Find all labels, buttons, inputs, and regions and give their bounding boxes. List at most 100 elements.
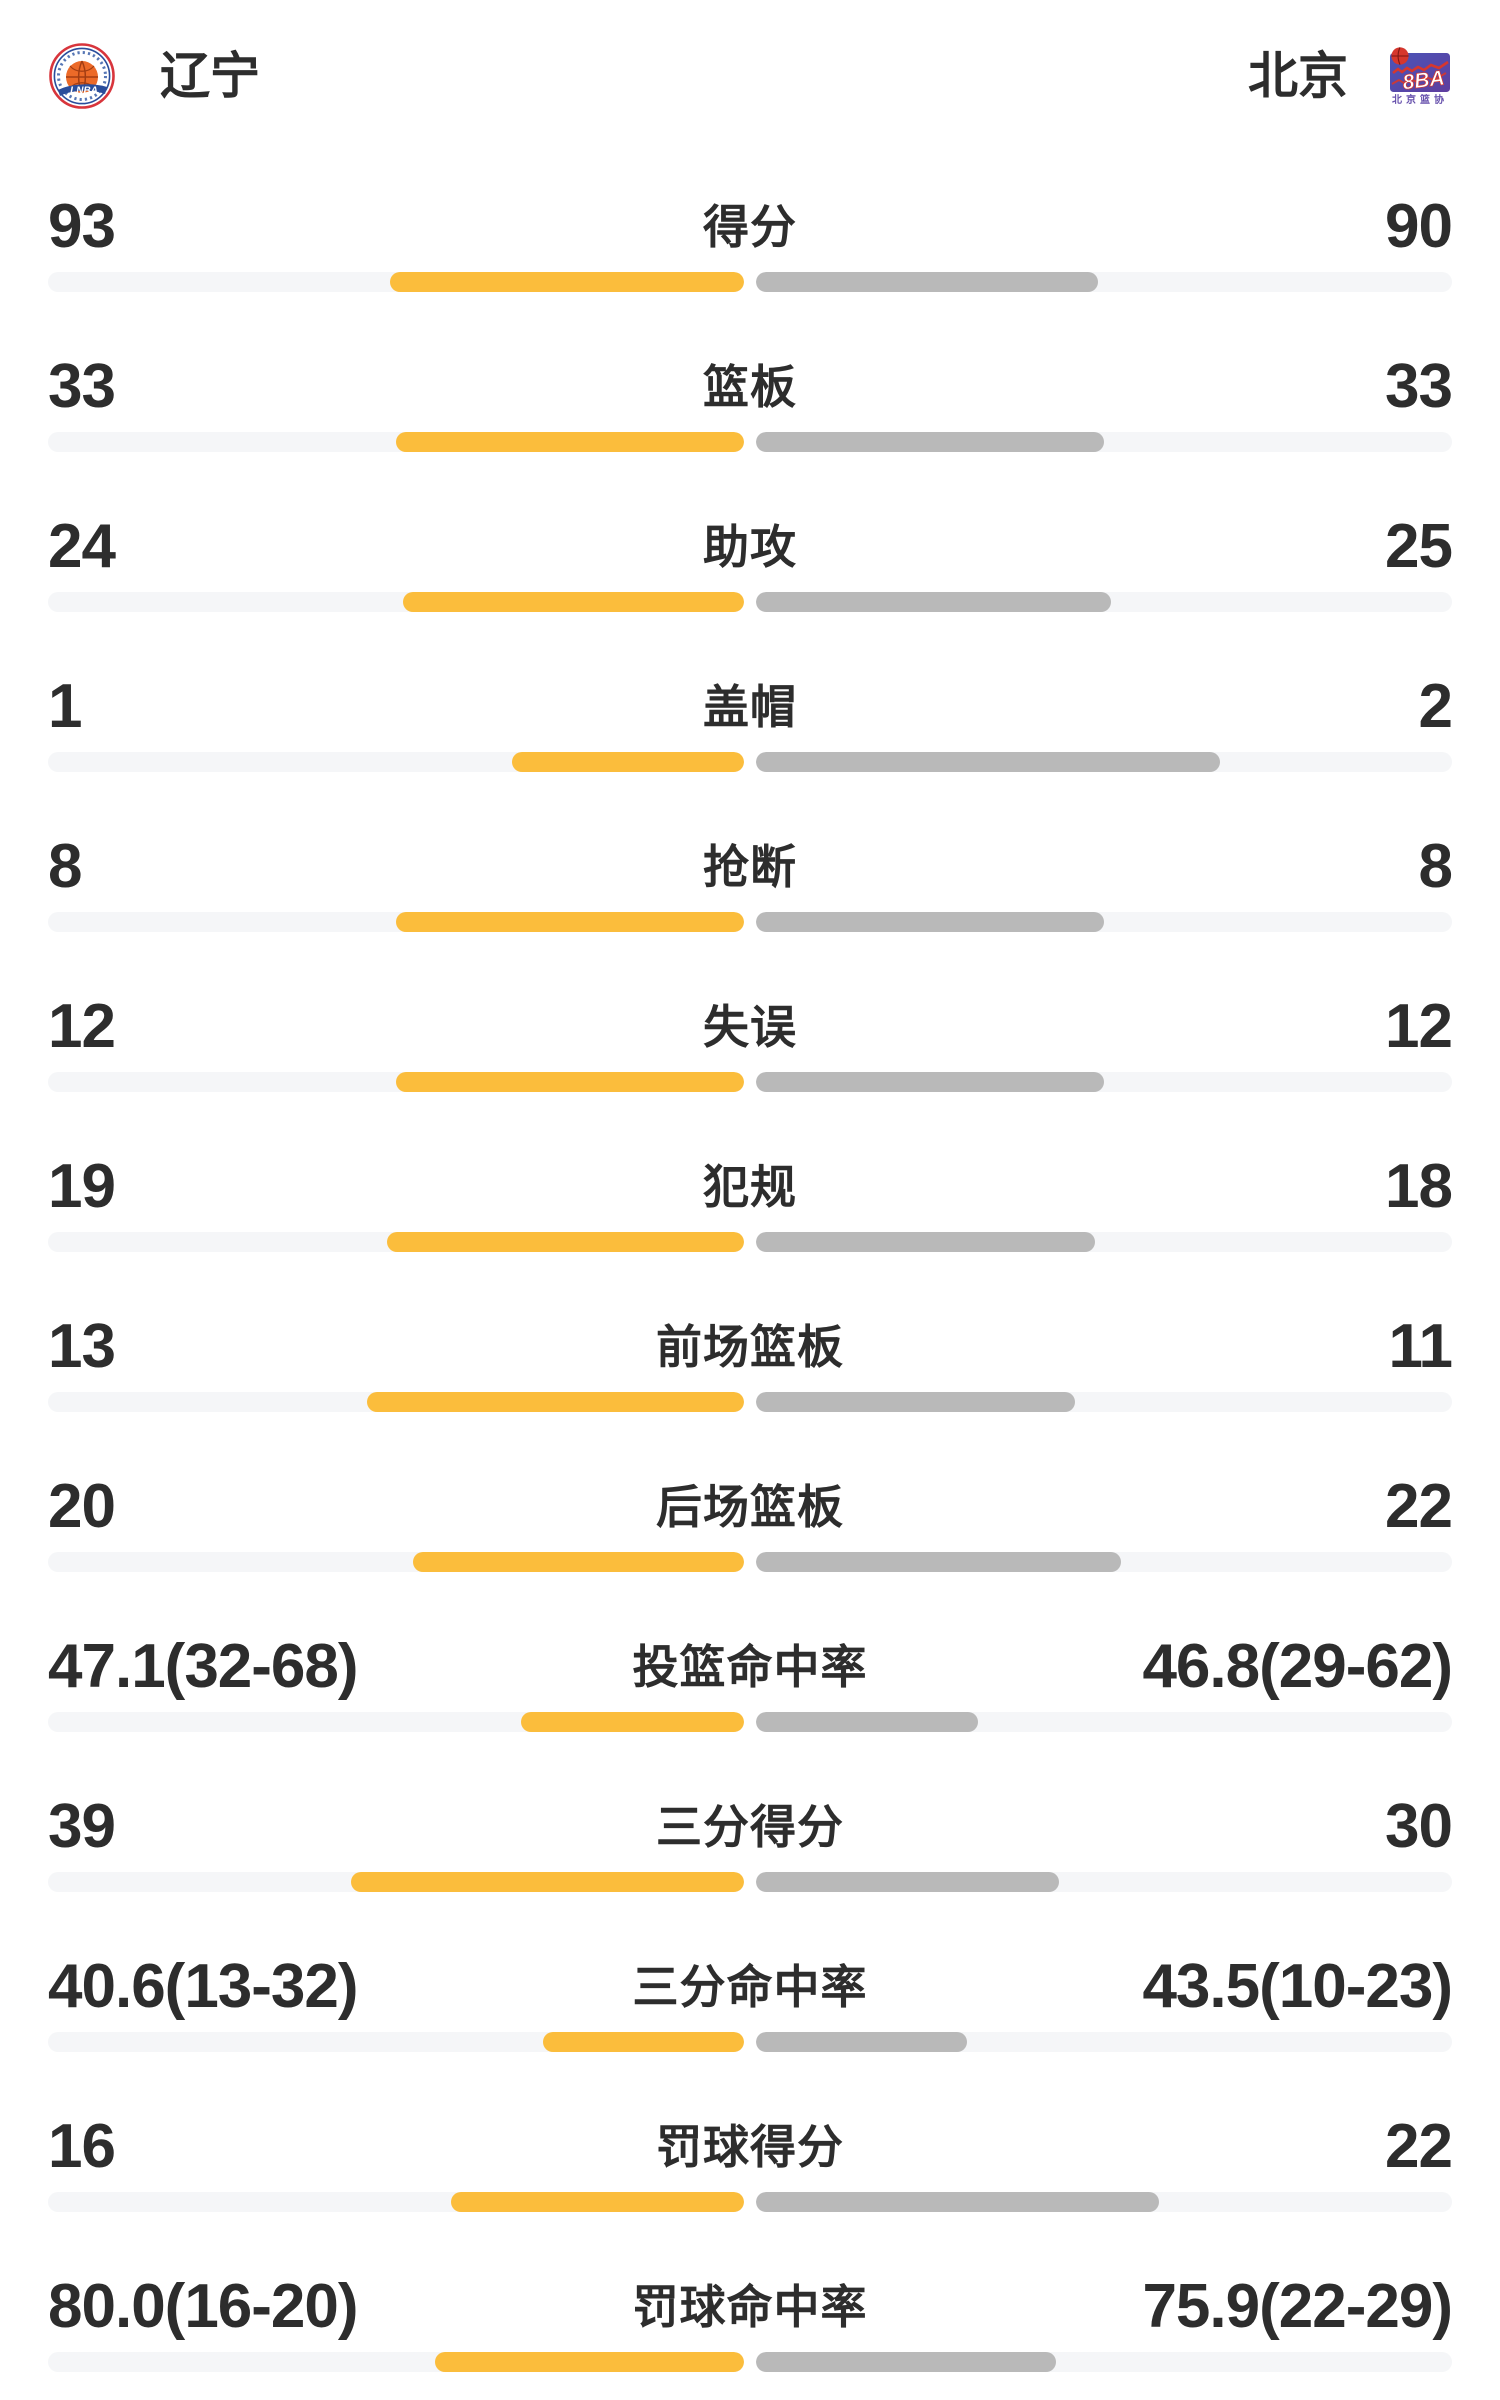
- comparison-bar: [48, 1552, 1452, 1572]
- home-stat-value: 16: [48, 2112, 116, 2181]
- home-bar-track: [48, 1712, 744, 1732]
- home-stat-value: 93: [48, 192, 116, 261]
- stat-values-line: 33 篮板 33: [48, 337, 1453, 437]
- home-bar-track: [48, 2032, 744, 2052]
- stat-values-line: 24 助攻 25: [48, 497, 1453, 597]
- stat-label: 犯规: [703, 1161, 797, 1213]
- stat-values-line: 12 失误 12: [48, 977, 1453, 1077]
- away-bar-fill: [756, 2352, 1057, 2372]
- away-stat-value: 25: [1385, 512, 1453, 581]
- comparison-bar: [48, 1712, 1452, 1732]
- away-bar-fill: [756, 272, 1099, 292]
- stat-label: 前场篮板: [656, 1321, 844, 1373]
- away-team-logo-block: 8BA 北京篮协: [1388, 46, 1452, 106]
- away-bar-fill: [756, 1232, 1095, 1252]
- home-bar-fill: [403, 592, 744, 612]
- home-bar-fill: [386, 1232, 744, 1252]
- home-bar-track: [48, 1072, 744, 1092]
- away-bar-fill: [756, 1072, 1104, 1092]
- stat-row: 93 得分 90: [0, 147, 1500, 307]
- away-bar-fill: [756, 1872, 1059, 1892]
- home-team-name: 辽宁: [160, 48, 260, 104]
- home-stat-value: 40.6(13-32): [48, 1952, 359, 2021]
- away-bar-track: [756, 2352, 1452, 2372]
- home-logo-text: LNBA: [70, 86, 98, 97]
- home-bar-track: [48, 2352, 744, 2372]
- away-bar-fill: [756, 912, 1104, 932]
- away-stat-value: 12: [1385, 992, 1453, 1061]
- home-stat-value: 13: [48, 1312, 116, 1381]
- home-bar-track: [48, 1872, 744, 1892]
- away-bar-track: [756, 1872, 1452, 1892]
- away-bar-fill: [756, 1552, 1121, 1572]
- stat-values-line: 1 盖帽 2: [48, 657, 1453, 757]
- away-bar-fill: [756, 2032, 967, 2052]
- home-bar-track: [48, 432, 744, 452]
- home-team: LNBA 辽宁: [48, 36, 260, 116]
- home-team-logo: LNBA: [49, 43, 115, 109]
- away-bar-fill: [756, 592, 1112, 612]
- stat-label: 失误: [703, 1001, 797, 1053]
- comparison-bar: [48, 592, 1452, 612]
- stat-label: 盖帽: [703, 681, 797, 733]
- away-bar-track: [756, 1552, 1452, 1572]
- home-bar-fill: [366, 1392, 744, 1412]
- stat-row: 1 盖帽 2: [0, 627, 1500, 787]
- away-stat-value: 22: [1385, 1472, 1453, 1541]
- away-stat-value: 8: [1418, 832, 1453, 901]
- stat-label: 后场篮板: [656, 1481, 844, 1533]
- home-bar-fill: [521, 1712, 744, 1732]
- stat-values-line: 19 犯规 18: [48, 1137, 1453, 1237]
- comparison-bar: [48, 1872, 1452, 1892]
- stat-label: 抢断: [703, 841, 797, 893]
- home-bar-fill: [434, 2352, 744, 2372]
- home-bar-fill: [390, 272, 744, 292]
- home-bar-track: [48, 1552, 744, 1572]
- away-bar-fill: [756, 752, 1221, 772]
- home-bar-track: [48, 272, 744, 292]
- comparison-bar: [48, 2192, 1452, 2212]
- home-stat-value: 20: [48, 1472, 116, 1541]
- away-stat-value: 46.8(29-62): [1142, 1632, 1453, 1701]
- away-bar-track: [756, 912, 1452, 932]
- home-stat-value: 39: [48, 1792, 116, 1861]
- home-bar-track: [48, 912, 744, 932]
- home-bar-fill: [350, 1872, 744, 1892]
- stat-row: 24 助攻 25: [0, 467, 1500, 627]
- away-stat-value: 22: [1385, 2112, 1453, 2181]
- home-bar-track: [48, 752, 744, 772]
- comparison-bar: [48, 912, 1452, 932]
- comparison-bar: [48, 2032, 1452, 2052]
- stat-row: 33 篮板 33: [0, 307, 1500, 467]
- away-stat-value: 90: [1385, 192, 1453, 261]
- stat-values-line: 16 罚球得分 22: [48, 2097, 1453, 2197]
- away-bar-track: [756, 432, 1452, 452]
- stat-row: 40.6(13-32) 三分命中率 43.5(10-23): [0, 1907, 1500, 2067]
- home-bar-fill: [396, 1072, 744, 1092]
- stat-label: 助攻: [703, 521, 797, 573]
- home-bar-track: [48, 2192, 744, 2212]
- home-stat-value: 80.0(16-20): [48, 2272, 359, 2341]
- stats-comparison-list: 93 得分 90 33 篮板 33: [0, 147, 1500, 2387]
- home-stat-value: 8: [48, 832, 82, 901]
- away-bar-track: [756, 752, 1452, 772]
- stat-row: 12 失误 12: [0, 947, 1500, 1107]
- comparison-bar: [48, 432, 1452, 452]
- away-stat-value: 75.9(22-29): [1142, 2272, 1453, 2341]
- away-bar-track: [756, 1392, 1452, 1412]
- stat-values-line: 93 得分 90: [48, 177, 1453, 277]
- comparison-bar: [48, 2352, 1452, 2372]
- stat-values-line: 20 后场篮板 22: [48, 1457, 1453, 1557]
- home-stat-value: 24: [48, 512, 116, 581]
- comparison-bar: [48, 1232, 1452, 1252]
- away-stat-value: 11: [1388, 1312, 1453, 1381]
- away-bar-fill: [756, 1392, 1075, 1412]
- home-bar-track: [48, 1392, 744, 1412]
- away-bar-track: [756, 2192, 1452, 2212]
- home-bar-track: [48, 592, 744, 612]
- home-stat-value: 33: [48, 352, 116, 421]
- home-bar-fill: [543, 2032, 744, 2052]
- stat-values-line: 40.6(13-32) 三分命中率 43.5(10-23): [48, 1937, 1453, 2037]
- stat-values-line: 47.1(32-68) 投篮命中率 46.8(29-62): [48, 1617, 1453, 1717]
- away-bar-fill: [756, 1712, 978, 1732]
